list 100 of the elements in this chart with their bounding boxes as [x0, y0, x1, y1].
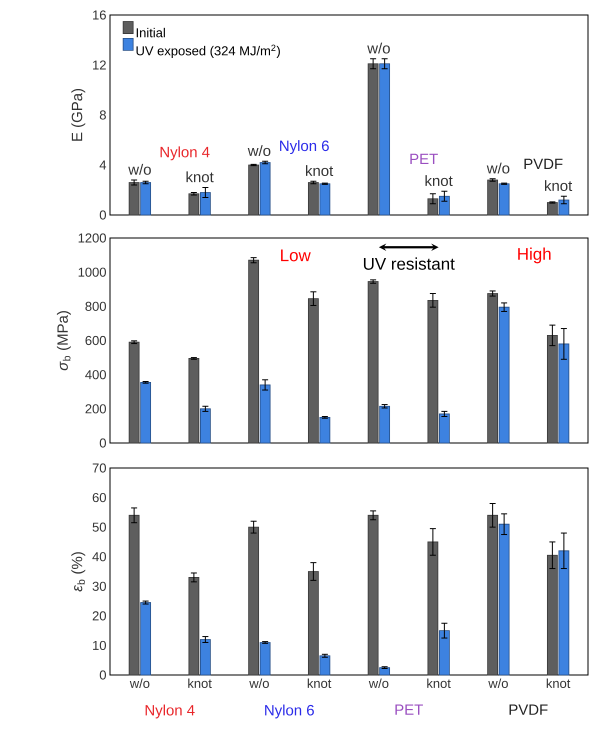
category-label: w/o: [367, 42, 390, 54]
bar: [188, 358, 200, 444]
y-axis-title: σ$_{b}$ (MPa): [56, 311, 71, 370]
bar: [200, 192, 211, 216]
annotation: Nylon 4: [160, 146, 210, 160]
y-tick-label: 600: [86, 336, 106, 346]
bar: [308, 182, 319, 216]
y-tick-label: 800: [85, 302, 106, 311]
category-label: knot: [306, 165, 334, 176]
bar: [487, 514, 498, 676]
legend-label: UV exposed (324 MJ/m$^{2}$): [136, 44, 280, 58]
annotation: UV resistant: [364, 257, 455, 270]
bar: [260, 162, 271, 216]
bar: [188, 577, 200, 676]
bar: [558, 344, 570, 444]
annotation: PVDF: [524, 158, 563, 170]
category-label: knot: [186, 171, 214, 182]
bar: [427, 300, 438, 444]
bar: [498, 524, 510, 676]
annotation: Low: [281, 250, 311, 262]
bar: [487, 180, 498, 216]
y-tick-label: 4: [100, 160, 106, 170]
bar: [248, 164, 260, 216]
y-tick-label: 1000: [78, 268, 106, 277]
bar: [427, 542, 438, 676]
bar: [140, 382, 152, 444]
annotation: High: [518, 248, 551, 264]
x-tick-label: knot: [427, 678, 451, 688]
text: Nylon 6: [265, 704, 314, 718]
category-label: knot: [545, 180, 572, 192]
y-tick-label: 1200: [78, 233, 106, 243]
bar: [319, 183, 330, 216]
legend-label: Initial: [136, 28, 165, 38]
bar: [558, 200, 570, 216]
bar: [319, 416, 330, 444]
y-tick-label: 400: [85, 370, 106, 380]
bar: [379, 406, 390, 444]
x-tick-label: w/o: [368, 678, 388, 688]
category-label: knot: [426, 175, 453, 186]
y-tick-label: 0: [100, 670, 106, 680]
y-tick-label: 60: [92, 492, 106, 502]
annotation: PET: [410, 154, 438, 164]
bar: [248, 526, 260, 676]
category-label: w/o: [248, 145, 270, 156]
y-tick-label: 200: [86, 404, 106, 414]
bar: [128, 342, 140, 444]
bar: [368, 514, 379, 676]
y-tick-label: 0: [100, 210, 106, 220]
bar: [128, 514, 140, 676]
y-axis-title: ε$_{b}$ (%): [71, 552, 86, 592]
annotation: Nylon 6: [280, 140, 329, 154]
bar: [379, 667, 390, 676]
bar: [438, 196, 450, 216]
x-tick-label: knot: [546, 678, 570, 688]
x-tick-label: knot: [188, 678, 212, 688]
bar: [379, 63, 390, 216]
bar: [368, 63, 379, 216]
bar: [248, 260, 260, 444]
bar: [308, 298, 319, 444]
y-tick-label: 40: [92, 552, 106, 562]
x-tick-label: w/o: [488, 678, 508, 688]
y-tick-label: 10: [93, 640, 106, 650]
y-tick-label: 12: [93, 60, 106, 70]
bar: [427, 198, 438, 216]
bar: [260, 384, 271, 444]
bar: [546, 334, 558, 444]
bar: [546, 202, 558, 216]
bar: [128, 182, 140, 216]
x-tick-label: knot: [308, 678, 332, 688]
category-label: w/o: [128, 164, 151, 175]
bar: [498, 306, 510, 444]
bar: [546, 554, 558, 676]
bar: [200, 408, 211, 444]
category-label: w/o: [486, 162, 510, 174]
bar: [140, 602, 152, 676]
text: PET: [395, 704, 423, 715]
x-tick-label: w/o: [130, 678, 150, 688]
bar: [438, 414, 450, 444]
text: Nylon 4: [146, 704, 195, 718]
text: PVDF: [510, 704, 548, 715]
bar: [368, 281, 379, 444]
y-tick-label: 8: [100, 110, 106, 120]
y-tick-label: 50: [92, 522, 106, 532]
bar: [487, 293, 498, 444]
bar: [438, 630, 450, 676]
bar: [200, 639, 211, 676]
y-tick-label: 16: [93, 10, 106, 20]
bar: [319, 655, 330, 676]
bar: [140, 182, 152, 216]
y-tick-label: 0: [100, 438, 106, 448]
bar: [558, 550, 570, 676]
y-tick-label: 30: [92, 582, 106, 591]
bar: [260, 642, 271, 676]
bar: [188, 193, 200, 216]
y-tick-label: 70: [92, 463, 106, 473]
bar: [498, 183, 510, 216]
y-tick-label: 20: [92, 611, 106, 620]
y-axis-title: E (GPa): [71, 88, 86, 141]
bar: [308, 571, 319, 676]
x-tick-label: w/o: [249, 678, 269, 688]
